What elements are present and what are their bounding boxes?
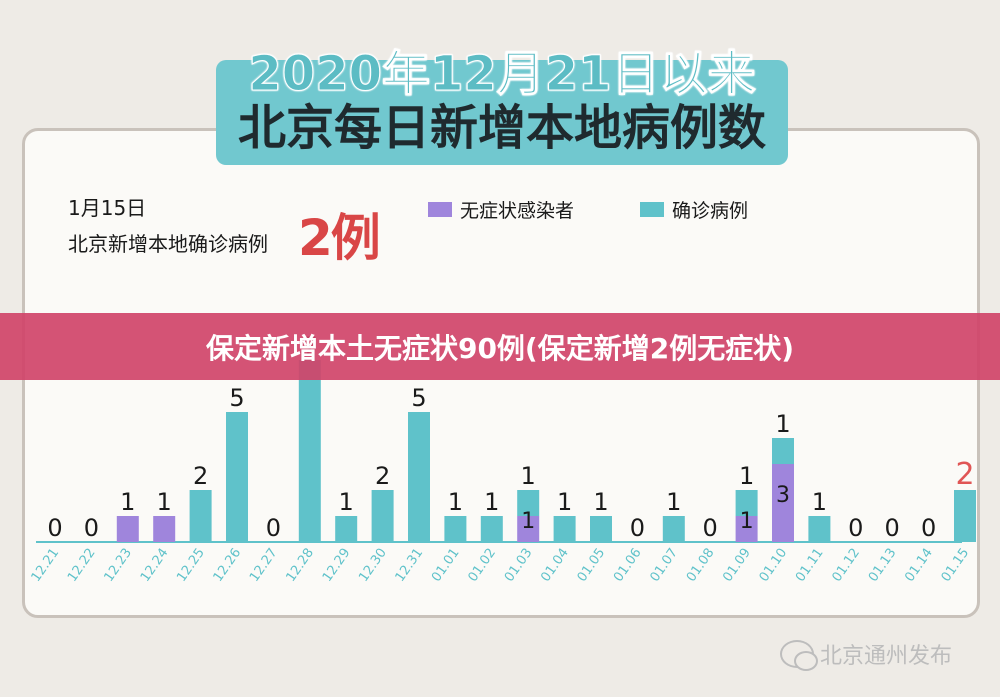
bar-confirmed-01.04 (553, 516, 576, 542)
chart-title-line1: 2020年12月21日以来 (248, 46, 756, 103)
bar-confirmed-12.31 (408, 412, 430, 542)
summary-value: 2例 (298, 209, 381, 267)
data-label-12.29: 1 (339, 488, 354, 516)
x-tick-label-01.01: 01.01 (429, 546, 463, 585)
x-tick-label-12.22: 12.22 (65, 546, 99, 585)
legend-confirmed: 确诊病例 (640, 196, 748, 223)
watermark: 北京通州发布 (780, 638, 953, 671)
data-label-01.12: 0 (848, 514, 863, 542)
x-tick-label-01.09: 01.09 (720, 546, 754, 585)
data-label-01.08: 0 (703, 514, 718, 542)
wechat-icon (780, 640, 818, 671)
x-tick-label-01.11: 01.11 (793, 546, 827, 585)
x-tick-label-01.08: 01.08 (684, 546, 718, 585)
x-tick-label-01.15: 01.15 (939, 546, 973, 585)
data-label-asymptomatic-01.03: 1 (521, 509, 535, 534)
x-tick-label-01.05: 01.05 (575, 546, 609, 585)
x-tick-label-01.12: 01.12 (829, 546, 863, 585)
bar-confirmed-12.28 (298, 360, 321, 542)
bar-confirmed-01.01 (444, 516, 467, 542)
bar-asymptomatic-12.24 (153, 516, 176, 542)
bar-confirmed-12.26 (226, 412, 248, 542)
x-tick-label-12.30: 12.30 (356, 546, 390, 585)
data-label-12.24: 1 (157, 488, 172, 516)
bar-asymptomatic-01.09 (735, 516, 758, 542)
x-tick-label-01.14: 01.14 (902, 546, 936, 585)
data-label-confirmed-01.10: 1 (775, 410, 790, 438)
x-tick-label-01.03: 01.03 (502, 546, 536, 585)
data-label-asymptomatic-01.09: 1 (740, 509, 754, 534)
data-label-01.02: 1 (484, 488, 499, 516)
x-tick-label-01.07: 01.07 (647, 546, 681, 585)
banner-text: 保定新增本土无症状90例(保定新增2例无症状) (205, 331, 795, 365)
bar-confirmed-01.05 (590, 516, 612, 542)
x-tick-label-12.28: 12.28 (283, 546, 317, 585)
bar-confirmed-01.10 (772, 438, 794, 464)
data-label-01.04: 1 (557, 488, 572, 516)
news-banner: 保定新增本土无症状90例(保定新增2例无症状) (0, 313, 1000, 380)
bar-confirmed-12.25 (189, 490, 212, 542)
data-label-12.30: 2 (375, 462, 390, 490)
data-label-01.13: 0 (885, 514, 900, 542)
data-label-asymptomatic-01.10: 3 (776, 483, 790, 508)
data-label-confirmed-01.03: 1 (521, 462, 536, 490)
data-label-12.26: 5 (229, 384, 244, 412)
data-label-01.11: 1 (812, 488, 827, 516)
legend-label-asymptomatic: 无症状感染者 (460, 200, 575, 222)
title-box (216, 60, 788, 165)
legend-swatch-confirmed (640, 202, 664, 217)
x-tick-label-12.29: 12.29 (320, 546, 354, 585)
bar-confirmed-01.02 (480, 516, 503, 542)
summary-date: 1月15日 (68, 196, 147, 220)
legend-label-confirmed: 确诊病例 (672, 200, 749, 222)
data-label-12.31: 5 (411, 384, 426, 412)
data-label-01.06: 0 (630, 514, 645, 542)
bar-asymptomatic-01.03 (517, 516, 540, 542)
data-label-01.01: 1 (448, 488, 463, 516)
data-label-12.22: 0 (84, 514, 99, 542)
x-tick-label-01.10: 01.10 (757, 546, 791, 585)
x-tick-label-12.24: 12.24 (138, 546, 172, 585)
x-tick-label-12.27: 12.27 (247, 546, 281, 585)
x-tick-label-01.04: 01.04 (538, 546, 572, 585)
data-label-01.05: 1 (593, 488, 608, 516)
data-label-12.23: 1 (120, 488, 135, 516)
bar-asymptomatic-01.10 (772, 464, 794, 542)
bar-confirmed-01.07 (662, 516, 685, 542)
summary-label: 北京新增本地确诊病例 (68, 232, 268, 256)
chart-title-line2: 北京每日新增本地病例数 (237, 100, 766, 156)
x-tick-label-01.13: 01.13 (866, 546, 900, 585)
data-label-12.25: 2 (193, 462, 208, 490)
x-tick-label-12.26: 12.26 (211, 546, 245, 585)
legend-swatch-asymptomatic (428, 202, 452, 217)
bar-confirmed-01.09 (735, 490, 758, 516)
x-tick-label-12.21: 12.21 (29, 546, 63, 585)
x-tick-label-12.25: 12.25 (174, 546, 208, 585)
data-label-12.27: 0 (266, 514, 281, 542)
x-tick-label-01.06: 01.06 (611, 546, 645, 585)
bar-asymptomatic-12.23 (116, 516, 139, 542)
data-label-01.07: 1 (666, 488, 681, 516)
watermark-text: 北京通州发布 (820, 644, 953, 669)
x-tick-label-01.02: 01.02 (465, 546, 499, 585)
bar-confirmed-01.03 (517, 490, 540, 516)
bar-confirmed-12.30 (371, 490, 394, 542)
x-tick-label-12.31: 12.31 (393, 546, 427, 585)
x-tick-label-12.23: 12.23 (101, 546, 135, 585)
data-label-12.21: 0 (47, 514, 62, 542)
data-label-01.14: 0 (921, 514, 936, 542)
bar-confirmed-12.29 (335, 516, 358, 542)
legend-asymptomatic: 无症状感染者 (428, 196, 574, 223)
data-label-01.15: 2 (955, 457, 974, 492)
data-label-confirmed-01.09: 1 (739, 462, 754, 490)
bar-confirmed-01.11 (808, 516, 831, 542)
bar-confirmed-01.15 (954, 490, 976, 542)
